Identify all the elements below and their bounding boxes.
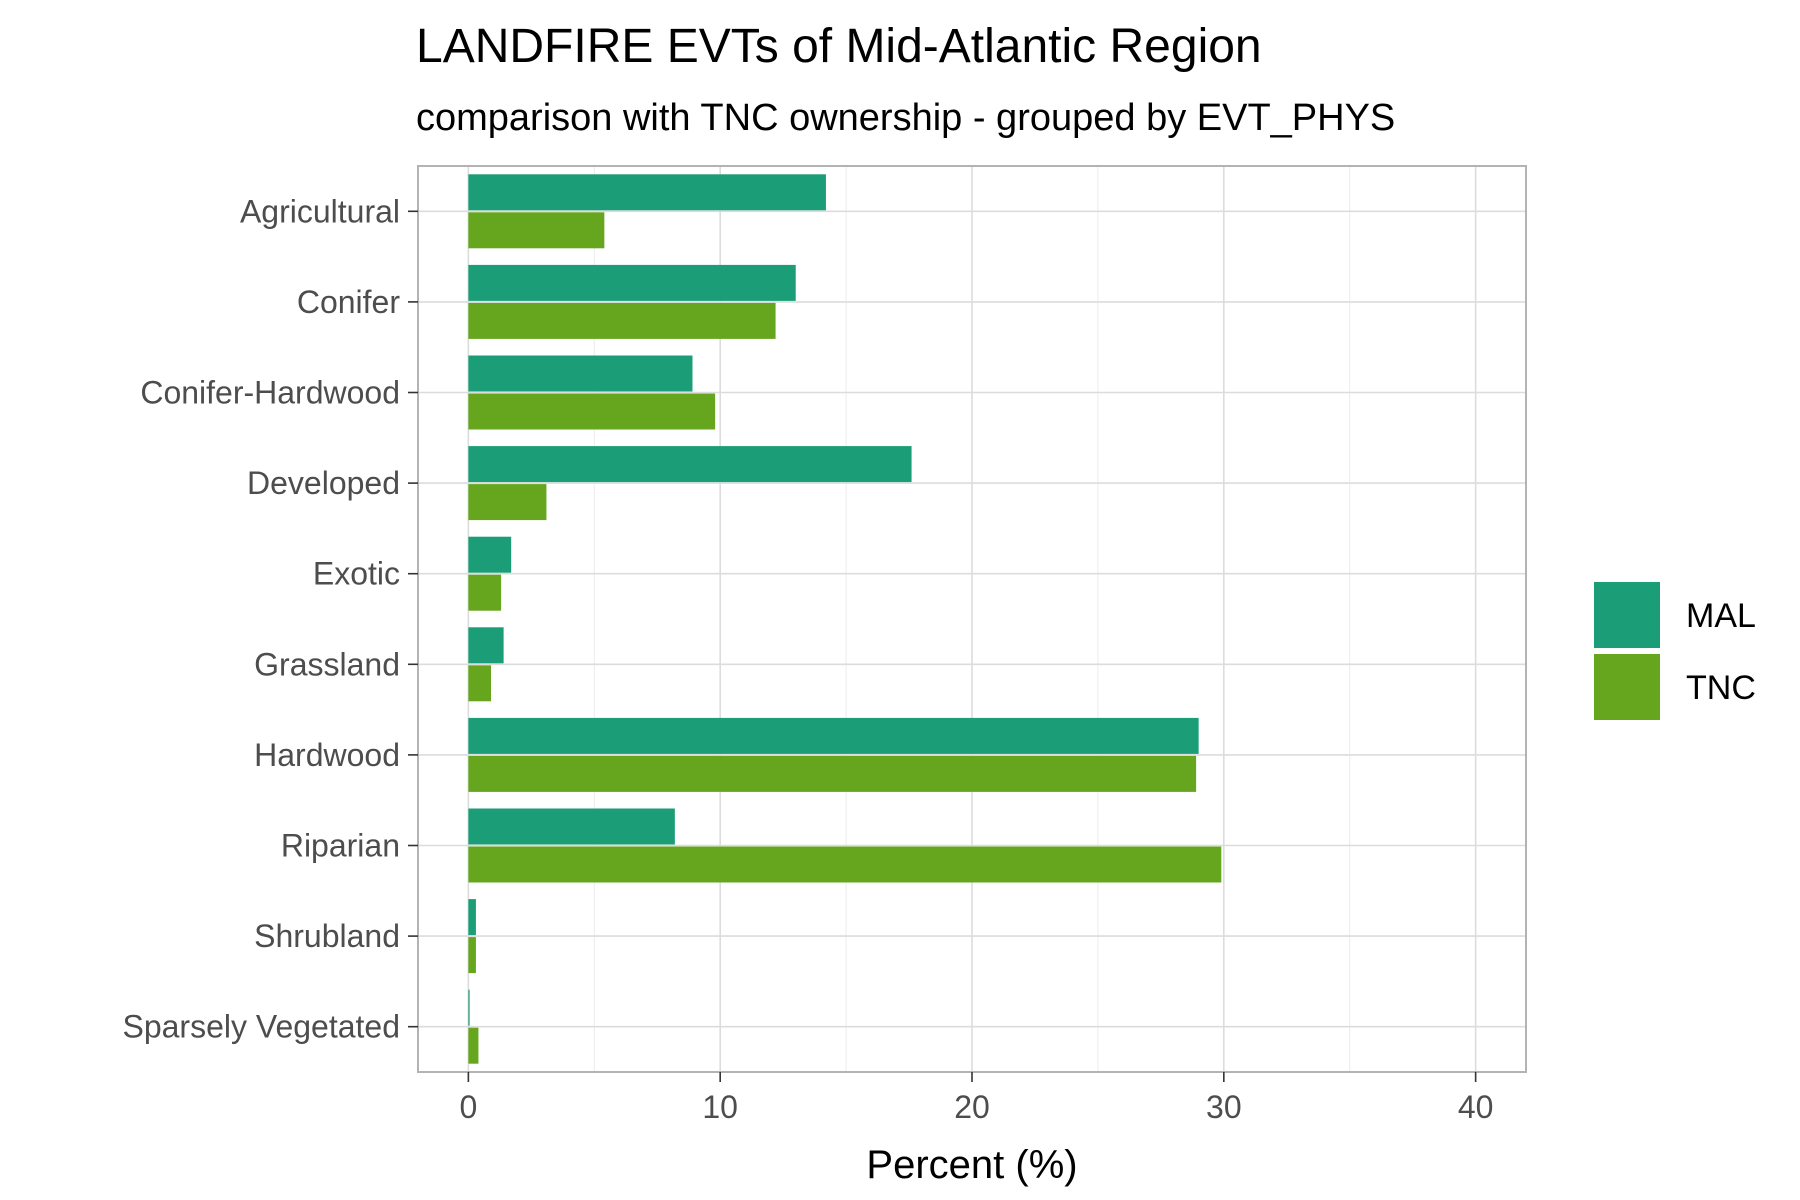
bar-mal-exotic [468,536,512,573]
bar-mal-riparian [468,808,675,845]
bar-tnc-sparsely-vegetated [468,1027,479,1064]
y-tick-label: Conifer [297,284,401,320]
legend-key-tnc [1594,654,1660,720]
y-tick-label: Shrubland [254,918,400,954]
axes: Agricultural Conifer Conifer-Hardwood Devel… [122,193,1493,1125]
x-tick-label: 10 [702,1089,738,1125]
bar-mal-developed [468,446,912,483]
grid-lines [418,166,1526,1072]
x-tick-label: 40 [1458,1089,1494,1125]
x-tick-label: 20 [954,1089,990,1125]
bar-mal-sparsely-vegetated [468,989,470,1026]
x-tick-label: 0 [459,1089,477,1125]
y-tick-label: Hardwood [254,737,400,773]
bars [468,174,1222,1064]
y-tick-label: Agricultural [240,193,400,229]
bar-tnc-developed [468,484,547,521]
bar-tnc-shrubland [468,937,476,974]
y-tick-label: Conifer-Hardwood [140,375,400,411]
y-tick-label: Exotic [313,556,400,592]
bar-tnc-hardwood [468,755,1197,792]
y-tick-label: Grassland [254,646,400,682]
bar-mal-grassland [468,627,504,664]
bar-tnc-exotic [468,574,502,611]
bar-mal-agricultural [468,174,826,211]
chart-title: LANDFIRE EVTs of Mid-Atlantic Region [416,20,1262,73]
legend-label-tnc: TNC [1686,669,1756,707]
bar-mal-conifer-hardwood [468,355,693,392]
bar-mal-conifer [468,264,796,301]
bar-tnc-riparian [468,846,1222,883]
bar-tnc-conifer-hardwood [468,393,716,430]
y-tick-label: Sparsely Vegetated [122,1009,400,1045]
x-axis-title: Percent (%) [866,1143,1077,1187]
bar-mal-shrubland [468,899,476,936]
legend-label-mal: MAL [1686,597,1756,635]
bar-tnc-agricultural [468,212,605,249]
bar-mal-hardwood [468,717,1199,754]
chart-subtitle: comparison with TNC ownership - grouped … [416,97,1395,139]
x-tick-label: 30 [1206,1089,1242,1125]
bar-tnc-conifer [468,302,776,339]
y-tick-label: Developed [247,465,400,501]
bar-tnc-grassland [468,665,492,702]
legend: MAL TNC [1594,582,1756,720]
y-tick-label: Riparian [281,828,400,864]
legend-key-mal [1594,582,1660,648]
